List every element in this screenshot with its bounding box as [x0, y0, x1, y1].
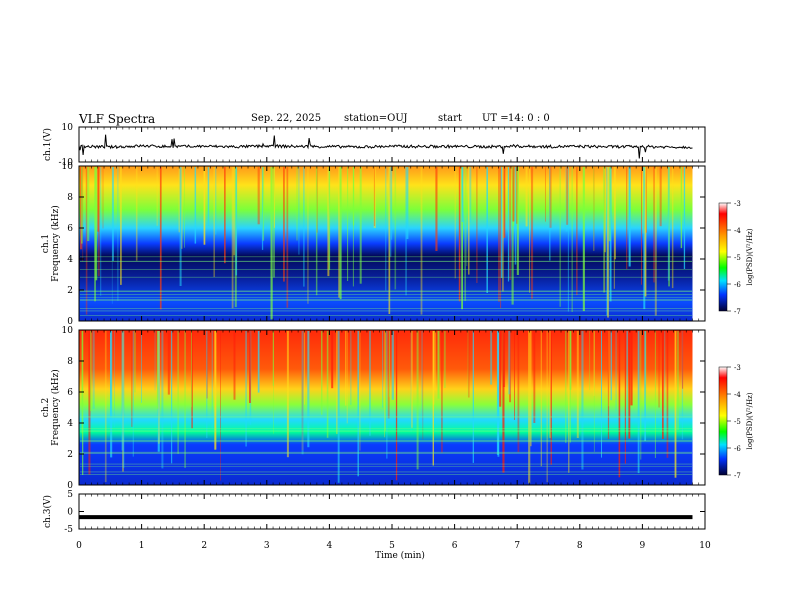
- y-tick-label: -10: [59, 158, 74, 168]
- chart-title: VLF Spectra: [79, 112, 156, 126]
- header-ut-label: UT =: [482, 113, 509, 124]
- x-tick-label: 1: [139, 541, 145, 551]
- y-axis-label: ch.1(V): [42, 128, 53, 161]
- x-tick-label: 2: [201, 541, 207, 551]
- y-axis-label: Frequency (kHz): [50, 369, 61, 446]
- x-axis-label: Time (min): [375, 550, 425, 561]
- colorbar-tick-label: -7: [734, 308, 741, 316]
- y-tick-label: 10: [62, 123, 74, 133]
- colorbar-tick-label: -3: [734, 364, 741, 372]
- y-axis-label: ch.1: [41, 234, 51, 253]
- y-tick-label: 5: [67, 490, 73, 500]
- ch2-colorbar: [718, 366, 728, 476]
- y-tick-label: 10: [62, 162, 74, 172]
- colorbar-tick-label: -7: [734, 472, 741, 480]
- y-tick-label: 6: [67, 224, 73, 234]
- x-tick-label: 4: [327, 541, 333, 551]
- y-axis-label: ch.3(V): [42, 495, 53, 528]
- y-tick-label: 0: [67, 481, 73, 491]
- y-tick-label: 10: [62, 326, 74, 336]
- y-tick-label: 0: [67, 508, 73, 518]
- colorbar-tick-label: -6: [734, 281, 741, 289]
- y-tick-label: 4: [67, 419, 73, 429]
- colorbar-tick-label: -4: [734, 227, 741, 235]
- colorbar-tick-label: -6: [734, 445, 741, 453]
- colorbar-tick-label: -5: [734, 418, 741, 426]
- x-tick-label: 0: [76, 541, 82, 551]
- header-start-label: start: [438, 113, 462, 124]
- ch2-spectrogram: [79, 330, 693, 485]
- x-tick-label: 10: [699, 541, 711, 551]
- colorbar-label: log(PSD)(V²/Hz): [746, 392, 754, 449]
- y-axis-label: Frequency (kHz): [50, 205, 61, 282]
- y-tick-label: 2: [67, 286, 73, 296]
- x-tick-label: 7: [514, 541, 520, 551]
- y-tick-label: 8: [67, 357, 73, 367]
- y-tick-label: 4: [67, 255, 73, 265]
- x-tick-label: 3: [264, 541, 270, 551]
- colorbar-tick-label: -4: [734, 391, 741, 399]
- header-ut-value: 14: 0 : 0: [508, 113, 550, 124]
- x-tick-label: 8: [577, 541, 583, 551]
- x-tick-label: 9: [640, 541, 646, 551]
- ch1-colorbar: [718, 202, 728, 312]
- y-axis-label: ch.2: [41, 398, 51, 417]
- y-tick-label: 0: [67, 317, 73, 327]
- colorbar-label: log(PSD)(V²/Hz): [746, 228, 754, 285]
- ch1-spectrogram: [79, 166, 693, 321]
- ch1-waveform-line: [78, 134, 693, 159]
- y-tick-label: 8: [67, 193, 73, 203]
- header-date: Sep. 22, 2025: [251, 113, 322, 124]
- y-tick-label: 6: [67, 388, 73, 398]
- ch3-waveform-frame: [78, 493, 706, 530]
- y-tick-label: 2: [67, 450, 73, 460]
- x-tick-label: 6: [452, 541, 458, 551]
- colorbar-tick-label: -3: [734, 200, 741, 208]
- y-tick-label: -5: [64, 525, 73, 535]
- colorbar-tick-label: -5: [734, 254, 741, 262]
- header-station: station=OUJ: [344, 113, 408, 124]
- x-tick-label: 5: [389, 541, 395, 551]
